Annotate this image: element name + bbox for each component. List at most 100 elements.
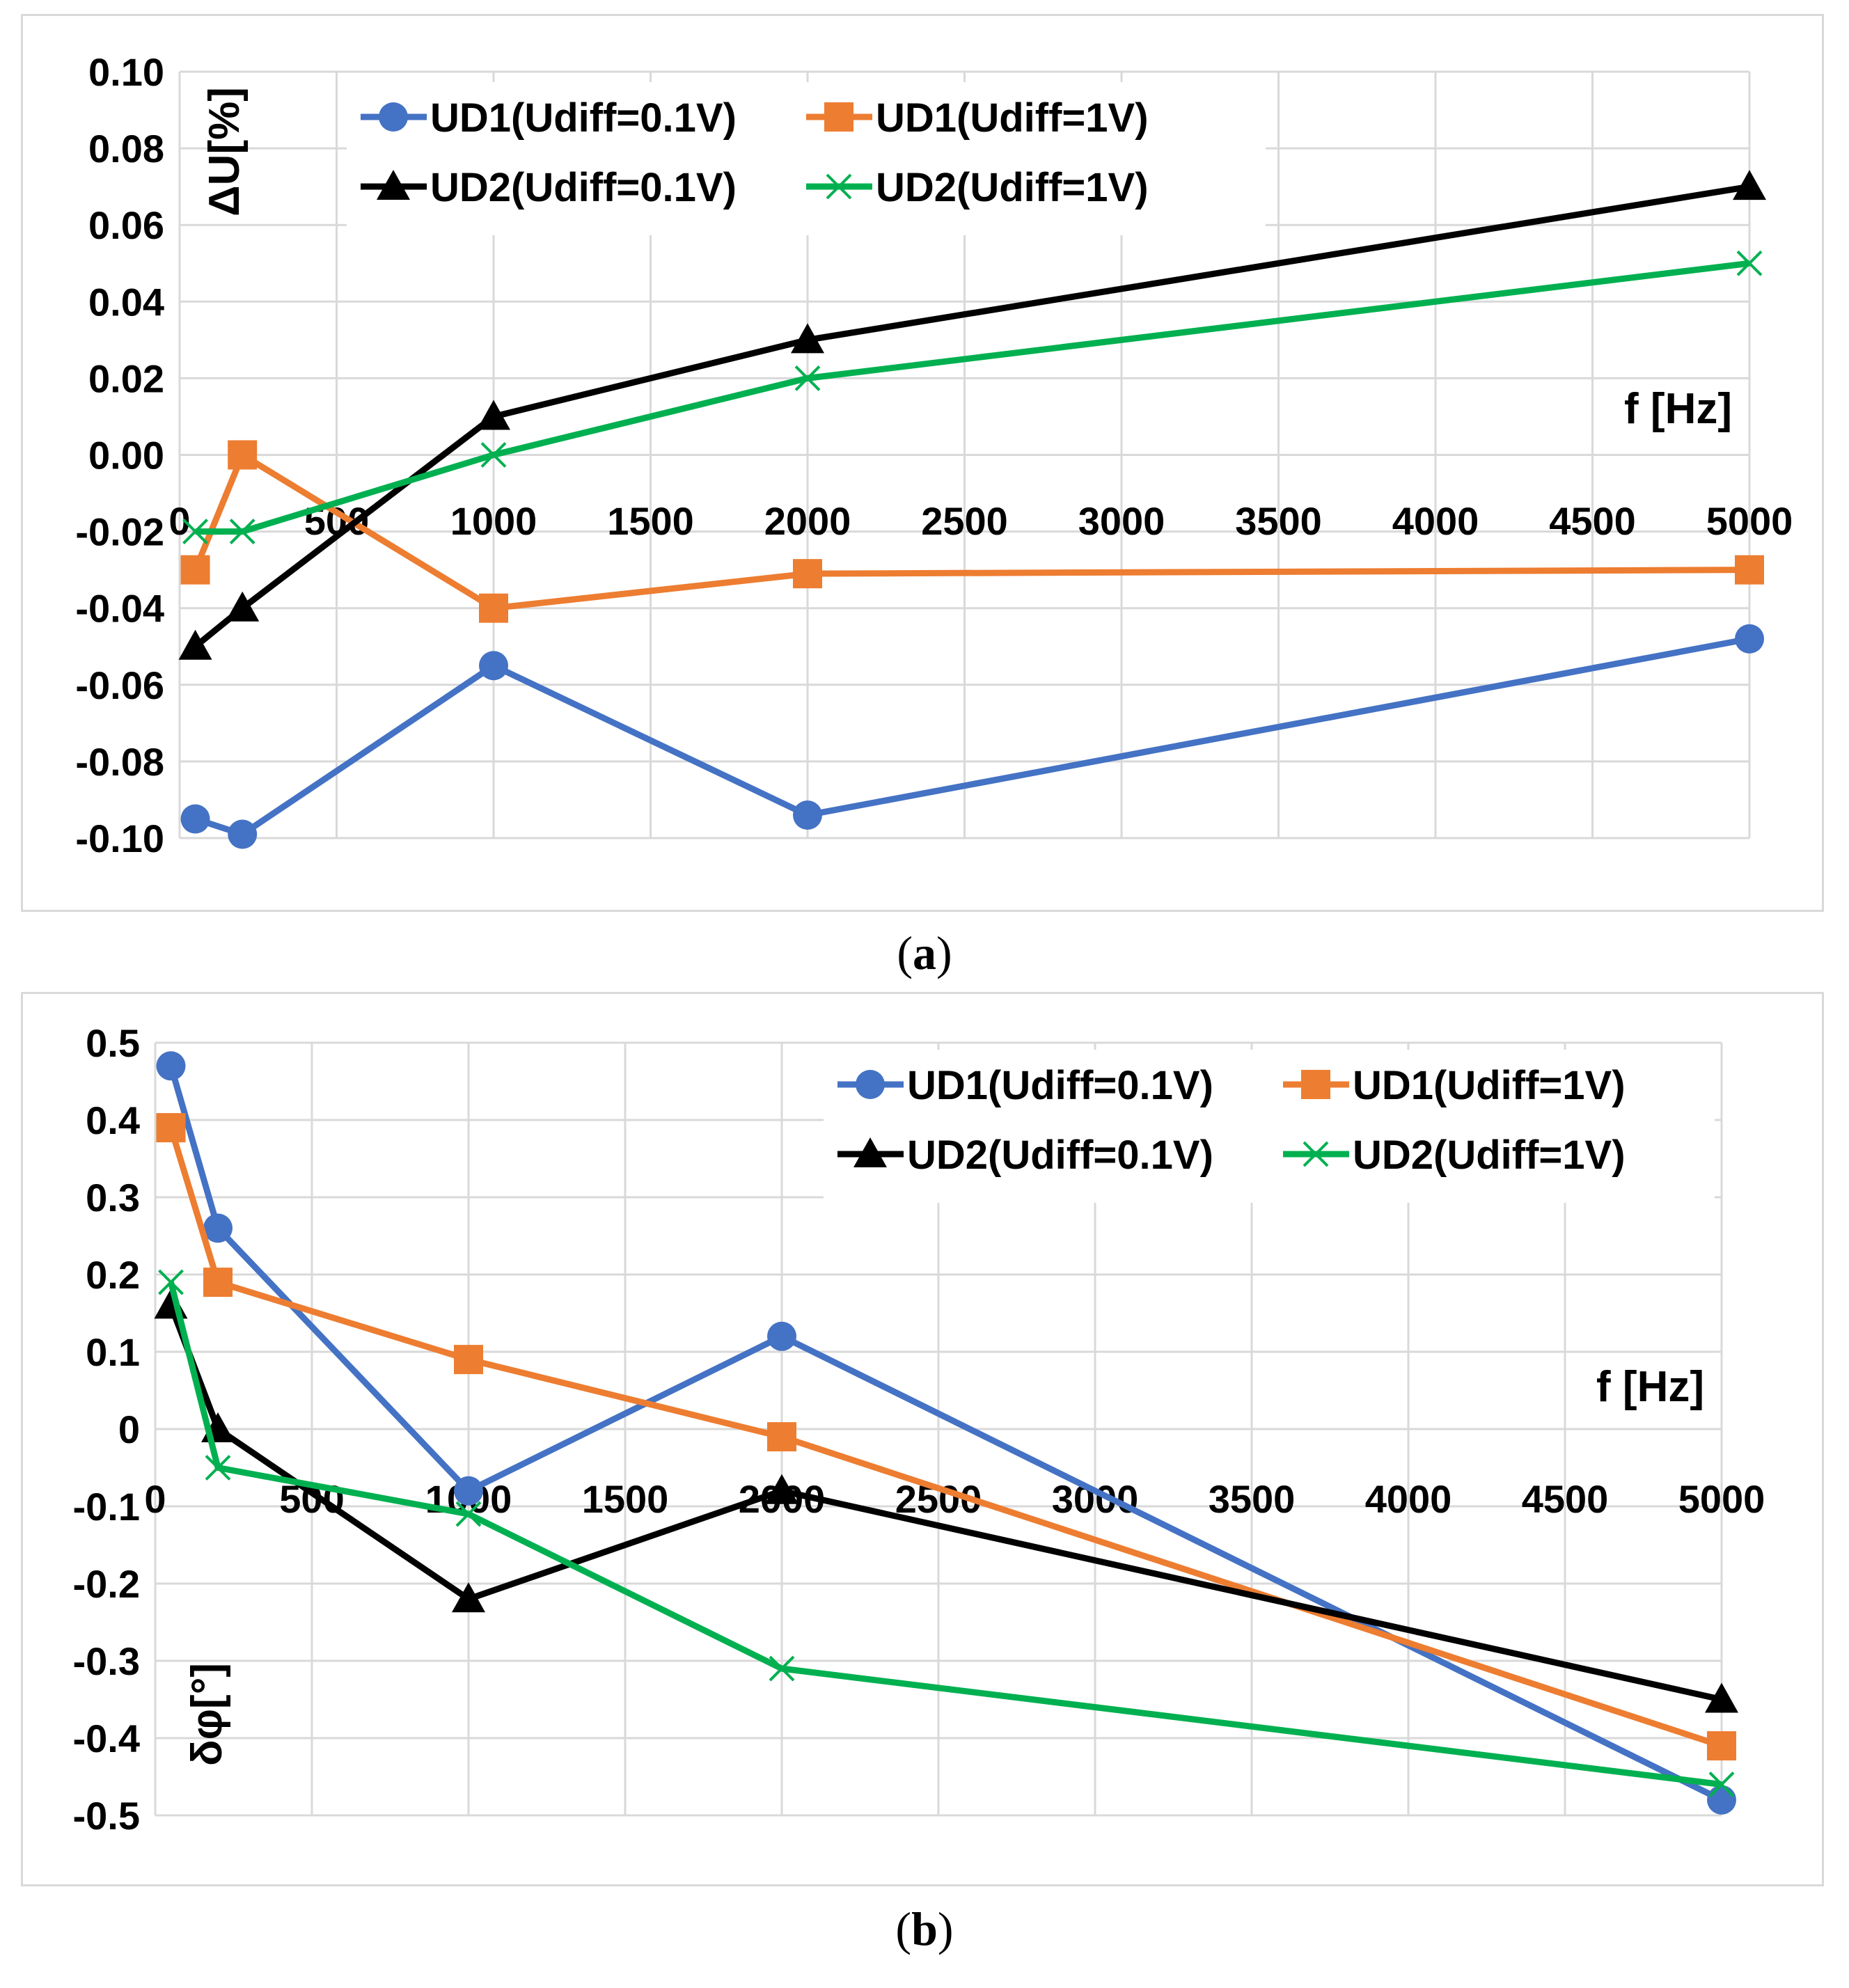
data-point	[477, 400, 510, 430]
legend-marker	[1301, 1070, 1330, 1099]
data-point	[767, 1321, 796, 1351]
caption-b-label: b	[911, 1902, 938, 1955]
series-line	[168, 1126, 1723, 1749]
data-point	[228, 440, 258, 470]
legend-marker	[856, 1070, 885, 1099]
chart-a-x-tick-label: 1500	[607, 499, 694, 543]
data-point	[203, 1268, 233, 1297]
chart-b-y-tick-label: -0.5	[73, 1794, 141, 1838]
legend-item-ud1-udiff-0-1v: UD1(Udiff=0.1V)	[361, 95, 737, 141]
chart-a-y-tick-label: 0.06	[88, 203, 164, 247]
chart-panel-b: 0.5 0.4 0.3 0.2 0.1 0 -0.1 -0.2 -0.3 -0.4 -0.5 0 500…	[21, 992, 1824, 1886]
chart-a-y-tick-label: 0.08	[88, 127, 164, 171]
chart-a-x-tick-label: 5000	[1706, 499, 1793, 543]
legend-label: UD2(Udiff=1V)	[876, 165, 1149, 210]
data-point	[1707, 1785, 1736, 1815]
chart-a-y-tick-label: 0.10	[88, 50, 164, 94]
legend-marker	[379, 102, 408, 132]
data-point	[454, 1345, 483, 1375]
data-point	[480, 442, 507, 468]
chart-b-series-ud1-udiff-1v	[156, 1113, 1736, 1761]
data-point	[229, 519, 255, 545]
legend-background	[824, 1050, 1715, 1203]
legend-item-ud2-udiff-0-1v: UD2(Udiff=0.1V)	[837, 1133, 1213, 1178]
chart-a-svg: 0.10 0.08 0.06 0.04 0.02 0.00 -0.02 -0.04 -0.06 -…	[75, 50, 1793, 860]
legend-marker	[853, 1137, 887, 1167]
chart-b-y-tick-label: 0	[118, 1407, 140, 1451]
legend-label: UD1(Udiff=1V)	[876, 95, 1149, 141]
chart-b-y-tick-label: 0.3	[86, 1176, 140, 1220]
legend-item-ud1-udiff-0-1v: UD1(Udiff=0.1V)	[837, 1063, 1213, 1108]
data-point	[180, 555, 210, 585]
legend-marker	[826, 173, 852, 200]
chart-a-x-tick-label: 4500	[1549, 499, 1636, 543]
data-point	[228, 819, 258, 849]
data-point	[203, 1213, 233, 1243]
chart-b-y-tick-label: 0.1	[86, 1330, 140, 1374]
data-point	[1705, 1682, 1738, 1713]
chart-a-y-tick-label: 0.04	[88, 280, 164, 324]
legend-label: UD2(Udiff=0.1V)	[907, 1133, 1213, 1178]
chart-a-y-tick-label: -0.08	[75, 740, 164, 784]
legend-marker	[824, 102, 853, 132]
data-point	[793, 800, 822, 830]
chart-a-y-tick-label: -0.10	[75, 816, 164, 860]
legend-label: UD2(Udiff=1V)	[1353, 1133, 1626, 1178]
chart-b-y-axis-title: δφ[°]	[183, 1663, 231, 1766]
chart-a-series-ud1-udiff-0-1v	[180, 624, 1764, 849]
chart-b-x-tick-label: 3500	[1209, 1477, 1296, 1521]
chart-a-x-tick-label: 0	[168, 499, 190, 543]
caption-a: (a)	[897, 926, 952, 979]
legend-item-ud1-udiff-1v: UD1(Udiff=1V)	[806, 95, 1149, 141]
data-point	[455, 1501, 482, 1527]
legend-marker	[1303, 1141, 1329, 1167]
chart-panel-a: 0.10 0.08 0.06 0.04 0.02 0.00 -0.02 -0.04 -0.06 -…	[21, 14, 1824, 912]
data-point	[1708, 1772, 1735, 1798]
data-point	[454, 1476, 483, 1506]
chart-a-x-tick-label: 2500	[921, 499, 1008, 543]
chart-a-y-tick-label: -0.06	[75, 663, 164, 707]
data-point	[791, 323, 824, 354]
chart-a-x-axis-title: f [Hz]	[1624, 385, 1732, 433]
legend-item-ud1-udiff-1v: UD1(Udiff=1V)	[1283, 1063, 1626, 1108]
data-point	[158, 1269, 184, 1295]
data-point	[765, 1474, 798, 1504]
series-line	[193, 183, 1750, 649]
chart-a-y-tick-label: -0.02	[75, 510, 164, 554]
legend-item-ud2-udiff-1v: UD2(Udiff=1V)	[806, 165, 1149, 210]
data-point	[226, 591, 260, 622]
chart-a-series-ud1-udiff-1v	[180, 440, 1764, 623]
chart-b-x-tick-label: 5000	[1678, 1477, 1765, 1521]
legend-marker	[377, 170, 410, 200]
data-point	[767, 1422, 796, 1452]
chart-b-y-tick-label: -0.3	[73, 1639, 141, 1683]
data-point	[1736, 250, 1763, 276]
chart-b-y-tick-label: 0.5	[86, 1021, 140, 1065]
chart-a-x-tick-label: 1000	[450, 499, 537, 543]
data-point	[452, 1582, 485, 1613]
legend-item-ud2-udiff-1v: UD2(Udiff=1V)	[1283, 1133, 1626, 1178]
chart-a-x-tick-label: 3500	[1235, 499, 1322, 543]
chart-b-y-tick-label: 0.2	[86, 1253, 140, 1297]
series-line	[168, 1281, 1722, 1788]
chart-a-y-tick-label: 0.00	[88, 434, 164, 478]
data-point	[479, 651, 508, 681]
legend-label: UD1(Udiff=0.1V)	[430, 95, 737, 141]
data-point	[1733, 170, 1766, 200]
chart-b-legend: UD1(Udiff=0.1V) UD1(Udiff=1V) UD2(Udiff=0.…	[824, 1050, 1715, 1203]
data-point	[769, 1655, 795, 1682]
data-point	[1735, 555, 1764, 585]
legend-background	[347, 82, 1266, 235]
data-point	[205, 1455, 231, 1481]
data-point	[180, 804, 210, 834]
caption-a-label: a	[913, 926, 936, 979]
chart-b-x-tick-label: 3000	[1052, 1477, 1139, 1521]
legend-label: UD1(Udiff=1V)	[1353, 1063, 1626, 1108]
chart-b-x-tick-label: 4000	[1365, 1477, 1452, 1521]
legend-item-ud2-udiff-0-1v: UD2(Udiff=0.1V)	[361, 165, 737, 210]
data-point	[793, 559, 822, 589]
chart-a-legend: UD1(Udiff=0.1V) UD1(Udiff=1V) UD2(Udiff=0.…	[347, 82, 1266, 235]
chart-a-x-tick-label: 4000	[1392, 499, 1479, 543]
chart-b-y-tick-label: -0.2	[73, 1562, 141, 1606]
chart-a-y-axis-title: ΔU[%]	[200, 87, 249, 216]
